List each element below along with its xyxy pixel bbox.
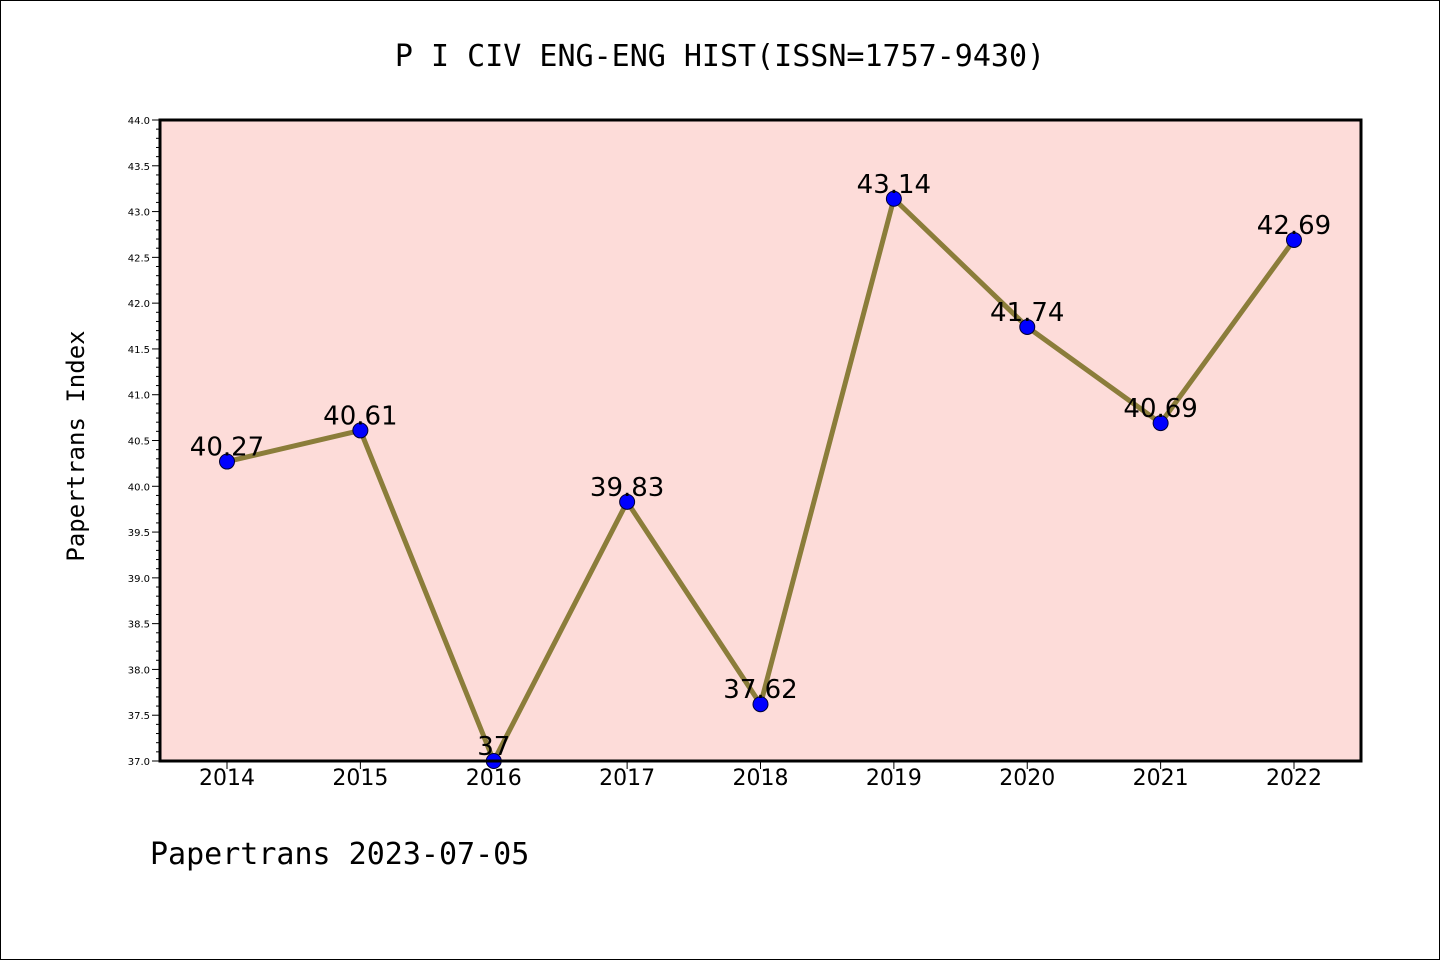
y-tick-label: 37.5 bbox=[128, 711, 150, 722]
y-tick-label: 39.0 bbox=[128, 574, 150, 585]
data-point-2020 bbox=[1019, 318, 1036, 335]
x-tick-label: 2017 bbox=[599, 766, 655, 791]
data-label-2016: 37 bbox=[477, 732, 510, 762]
y-tick-label: 42.5 bbox=[128, 253, 150, 264]
y-tick-label: 38.5 bbox=[128, 620, 150, 631]
data-label-2014: 40.27 bbox=[190, 433, 264, 463]
x-tick-label: 2016 bbox=[466, 766, 522, 791]
y-tick-label: 41.5 bbox=[128, 345, 150, 356]
data-point-2021 bbox=[1152, 415, 1169, 432]
data-point-2014 bbox=[219, 453, 235, 470]
data-point-2018 bbox=[752, 696, 769, 713]
chart-title: P I CIV ENG-ENG HIST(ISSN=1757-9430) bbox=[395, 39, 1045, 74]
data-label-2019: 43.14 bbox=[857, 170, 931, 200]
x-axis-ticks: 2014 2015 2016 2017 2018 2019 2020 2021 2022 bbox=[199, 761, 1322, 791]
y-tick-label: 43.0 bbox=[128, 208, 150, 219]
data-label-2017: 39.83 bbox=[590, 473, 664, 503]
y-tick-label: 37.0 bbox=[128, 757, 150, 768]
data-point-2019 bbox=[885, 190, 902, 207]
x-tick-label: 2019 bbox=[866, 766, 922, 791]
plot-border bbox=[158, 118, 1363, 763]
data-label-2015: 40.61 bbox=[323, 401, 397, 431]
y-axis-label: Papertrans Index bbox=[62, 330, 90, 561]
x-tick-label: 2020 bbox=[999, 766, 1055, 791]
data-point-2017 bbox=[619, 493, 636, 510]
y-tick-label: 38.0 bbox=[128, 665, 150, 676]
y-tick-label: 41.0 bbox=[128, 391, 150, 402]
y-tick-label: 40.5 bbox=[128, 437, 150, 448]
x-tick-label: 2021 bbox=[1133, 766, 1189, 791]
data-points bbox=[219, 190, 1302, 769]
y-axis-ticks: 37.0 37.5 38.0 38.5 39.0 39.5 40.0 40.5 41.0 41.5… bbox=[128, 116, 160, 768]
data-point-2022 bbox=[1286, 231, 1302, 248]
plot-area bbox=[160, 120, 1361, 761]
y-tick-label: 42.0 bbox=[128, 299, 150, 310]
x-tick-label: 2022 bbox=[1266, 766, 1322, 791]
data-label-2022: 42.69 bbox=[1257, 211, 1331, 241]
y-tick-label: 43.5 bbox=[128, 162, 150, 173]
data-label-2021: 40.69 bbox=[1123, 394, 1197, 424]
x-tick-label: 2018 bbox=[733, 766, 789, 791]
x-tick-label: 2015 bbox=[332, 766, 388, 791]
footer-source-date: Papertrans 2023-07-05 bbox=[150, 837, 529, 872]
data-label-2020: 41.74 bbox=[990, 298, 1064, 328]
data-label-2018: 37.62 bbox=[723, 675, 797, 705]
y-tick-label: 40.0 bbox=[128, 482, 150, 493]
data-labels: 40.27 40.61 37 39.83 37.62 43.14 41.74 40.69 42.… bbox=[190, 170, 1331, 762]
y-tick-label: 44.0 bbox=[128, 116, 150, 127]
data-point-2015 bbox=[352, 422, 369, 439]
y-tick-label: 39.5 bbox=[128, 528, 150, 539]
x-tick-label: 2014 bbox=[199, 766, 255, 791]
